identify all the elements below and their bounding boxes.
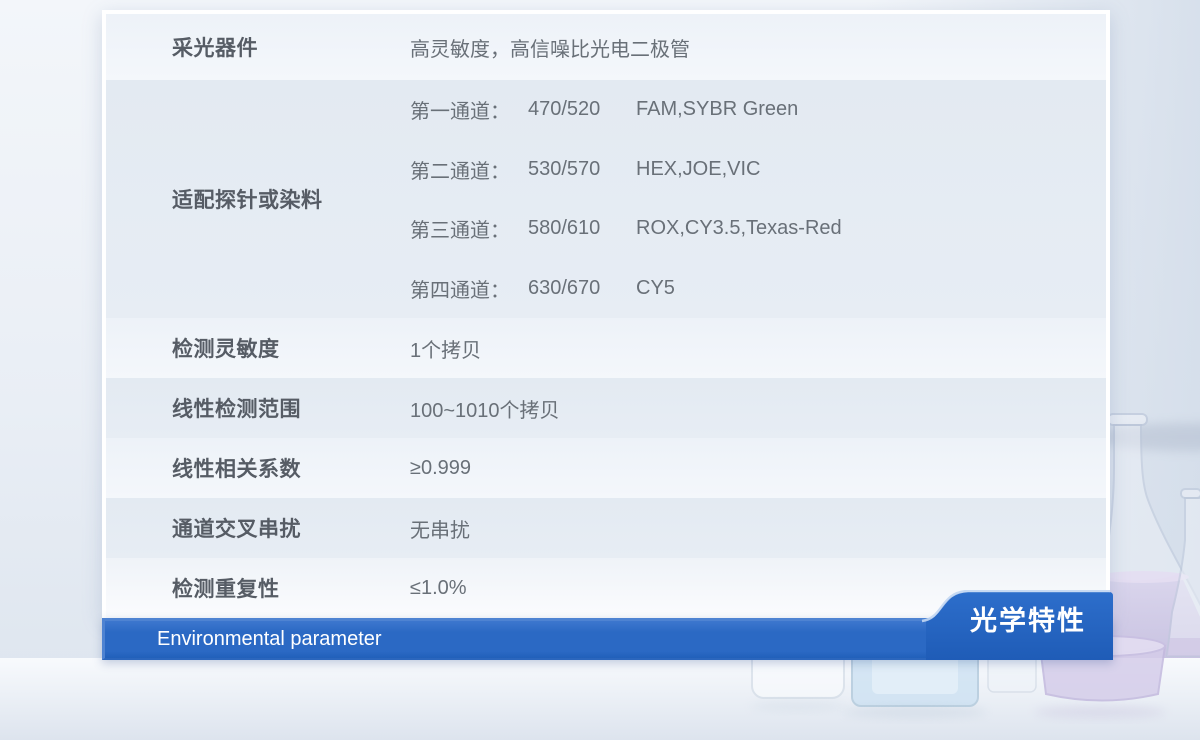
table-row: 适配探针或染料 第一通道： 470/520 FAM,SYBR Green 第二通…: [106, 80, 1106, 318]
row-label: 适配探针或染料: [172, 189, 323, 212]
channel-wavelength: 580/610: [528, 217, 601, 240]
table-row: 通道交叉串扰 无串扰: [106, 498, 1106, 558]
channel-line: 第四通道： 630/670 CY5: [410, 274, 1106, 303]
row-label: 检测灵敏度: [172, 338, 280, 361]
channel-name: 第二通道：: [410, 160, 510, 183]
row-value: ≥0.999: [410, 456, 472, 479]
row-value: 高灵敏度，高信噪比光电二极管: [410, 38, 690, 61]
row-label: 检测重复性: [172, 578, 280, 601]
row-label: 采光器件: [172, 37, 258, 60]
channel-wavelength: 470/520: [528, 98, 601, 121]
table-row: 线性相关系数 ≥0.999: [106, 438, 1106, 498]
channel-wavelength: 530/570: [528, 157, 601, 180]
channel-wavelength: 630/670: [528, 276, 601, 299]
row-value: ≤1.0%: [410, 576, 467, 599]
channel-dyes: ROX,CY3.5,Texas-Red: [636, 217, 842, 240]
channel-dyes: FAM,SYBR Green: [636, 98, 799, 121]
optical-tab: [921, 590, 1113, 660]
channel-line: 第二通道： 530/570 HEX,JOE,VIC: [410, 155, 1106, 184]
row-label: 线性相关系数: [172, 458, 301, 481]
channel-name: 第三通道：: [410, 220, 510, 243]
optical-tab-label: 光学特性: [970, 606, 1086, 636]
row-value: 无串扰: [410, 519, 470, 542]
channel-line: 第一通道： 470/520 FAM,SYBR Green: [410, 95, 1106, 124]
table-row: 采光器件 高灵敏度，高信噪比光电二极管: [106, 14, 1106, 80]
channel-name: 第一通道：: [410, 101, 510, 124]
table-row: 检测灵敏度 1个拷贝: [106, 318, 1106, 378]
row-value: 1个拷贝: [410, 339, 482, 362]
row-value: 100~1010个拷贝: [410, 399, 560, 422]
row-label: 线性检测范围: [172, 398, 301, 421]
table-row: 线性检测范围 100~1010个拷贝: [106, 378, 1106, 438]
channel-line: 第三通道： 580/610 ROX,CY3.5,Texas-Red: [410, 214, 1106, 243]
channel-dyes: CY5: [636, 276, 675, 299]
channel-name: 第四通道：: [410, 279, 510, 302]
spec-table-card: 采光器件 高灵敏度，高信噪比光电二极管 适配探针或染料 第一通道： 470/52…: [102, 10, 1110, 618]
row-label: 通道交叉串扰: [172, 518, 301, 541]
row-value: 第一通道： 470/520 FAM,SYBR Green 第二通道： 530/5…: [410, 80, 1106, 318]
channel-dyes: HEX,JOE,VIC: [636, 157, 761, 180]
banner-label: Environmental parameter: [157, 628, 382, 650]
optical-tab-shape: [926, 592, 1113, 660]
